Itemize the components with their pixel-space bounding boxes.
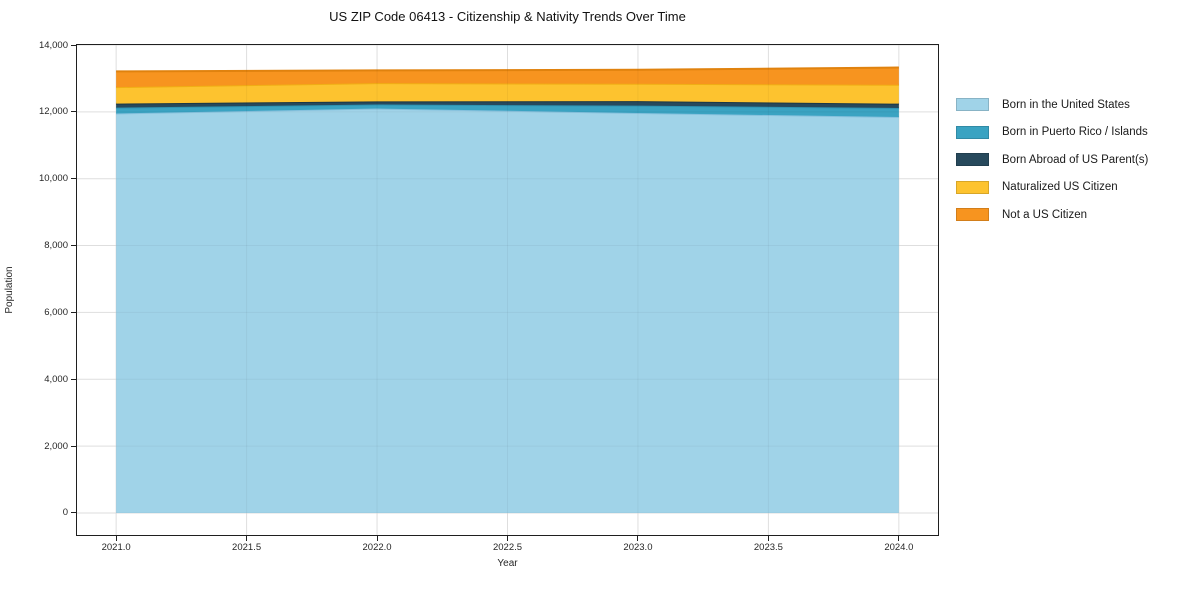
x-tick-mark	[115, 536, 117, 541]
area-series	[116, 104, 899, 118]
x-tick-mark	[898, 536, 900, 541]
y-tick-label: 4,000	[44, 373, 68, 385]
legend-row: Born in the United States	[956, 91, 1148, 119]
x-tick-mark	[507, 536, 508, 541]
legend-swatch-icon	[956, 125, 989, 139]
x-tick-mark	[376, 536, 378, 541]
legend-row: Naturalized US Citizen	[956, 174, 1148, 202]
x-tick-label: 2023.5	[753, 542, 783, 553]
y-tick-label: 12,000	[38, 106, 68, 118]
legend-row: Not a US Citizen	[956, 201, 1148, 229]
x-tick-mark	[637, 536, 639, 541]
area-series	[116, 67, 899, 88]
legend-row: Born in Puerto Rico / Islands	[956, 119, 1148, 147]
x-tick-label: 2023.0	[623, 542, 653, 553]
legend-swatch-icon	[956, 98, 989, 112]
x-tick-mark	[246, 536, 248, 541]
y-tick-label: 10,000	[38, 173, 68, 185]
legend-label: Born in Puerto Rico / Islands	[1002, 126, 1148, 139]
area-series	[116, 83, 899, 104]
x-tick-label: 2021.5	[232, 542, 262, 553]
legend-swatch-icon	[956, 180, 989, 194]
x-tick-label: 2024.0	[884, 542, 914, 553]
legend-label: Born in the United States	[1002, 98, 1130, 111]
legend: Born in the United States Born in Puerto …	[956, 91, 1148, 229]
legend-label: Not a US Citizen	[1002, 208, 1088, 221]
legend-swatch-icon	[956, 153, 989, 167]
chart-title: US ZIP Code 06413 - Citizenship & Nativi…	[329, 9, 686, 24]
y-tick-label: 2,000	[44, 440, 68, 452]
x-tick-mark	[767, 536, 769, 541]
x-tick-label: 2022.5	[492, 542, 523, 553]
area-series	[116, 108, 899, 513]
x-tick-label: 2021.0	[101, 542, 131, 553]
area-series-edge	[116, 66, 899, 73]
legend-row: Born Abroad of US Parent(s)	[956, 146, 1148, 174]
plot-area	[76, 44, 939, 536]
y-tick-label: 0	[62, 507, 68, 519]
y-tick-label: 14,000	[38, 39, 68, 51]
stacked-area-svg	[77, 45, 938, 535]
legend-label: Born Abroad of US Parent(s)	[1002, 153, 1149, 166]
y-axis-label: Population	[4, 266, 15, 314]
legend-swatch-icon	[956, 208, 989, 222]
x-tick-label: 2022.0	[362, 542, 392, 553]
y-tick-label: 6,000	[44, 306, 68, 318]
y-tick-label: 8,000	[44, 240, 68, 252]
x-axis-label: Year	[497, 558, 518, 569]
legend-label: Naturalized US Citizen	[1002, 181, 1118, 194]
